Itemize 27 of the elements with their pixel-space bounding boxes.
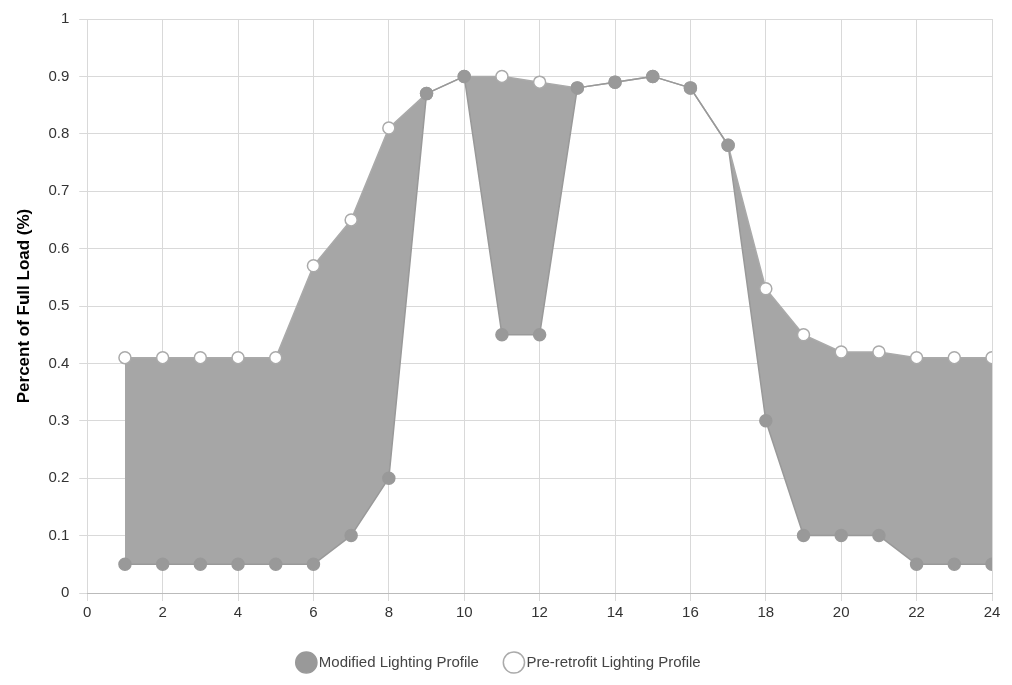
y-tick-label: 0.5 [48, 296, 70, 314]
x-tick-label: 0 [83, 603, 92, 621]
legend-label: Modified Lighting Profile [318, 652, 479, 670]
y-tick-label: 0.4 [48, 353, 70, 371]
legend-label: Pre-retrofit Lighting Profile [526, 652, 701, 670]
y-tick-label: 0.9 [48, 66, 70, 84]
y-tick-label: 0.7 [48, 181, 70, 199]
x-tick-label: 20 [832, 603, 850, 621]
x-tick-label: 6 [309, 603, 318, 621]
x-tick-label: 18 [757, 603, 775, 621]
x-tick-label: 22 [908, 603, 925, 621]
x-tick-label: 2 [158, 603, 167, 621]
y-tick-label: 0 [60, 583, 70, 601]
y-tick-label: 0.8 [48, 123, 70, 141]
y-tick-label: 0.2 [48, 468, 70, 486]
x-tick-label: 12 [531, 603, 548, 621]
y-tick-label: 0.6 [48, 238, 70, 256]
x-tick-label: 16 [682, 603, 699, 621]
x-tick-label: 10 [455, 603, 473, 621]
y-tick-label: 1 [60, 9, 70, 27]
y-tick-label: 0.3 [48, 410, 70, 428]
y-axis-title: Percent of Full Load (%) [13, 208, 33, 404]
y-tick-label: 0.1 [48, 525, 70, 543]
x-tick-label: 14 [606, 603, 624, 621]
x-tick-label: 4 [233, 603, 243, 621]
x-tick-label: 8 [384, 603, 394, 621]
x-tick-label: 24 [983, 603, 1001, 621]
